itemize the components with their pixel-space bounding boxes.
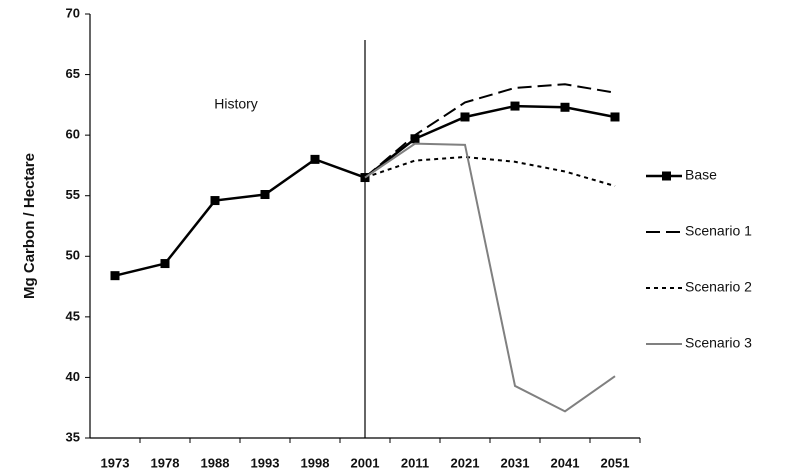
x-tick-label: 1973	[101, 455, 130, 470]
x-tick-label: 2031	[501, 455, 530, 470]
series-line	[364, 155, 616, 187]
legend-label: Base	[685, 167, 717, 183]
x-tick-label: 2011	[401, 455, 429, 470]
point-marker	[460, 112, 470, 122]
legend-marker	[662, 171, 671, 181]
x-tick-label: 2041	[551, 455, 580, 470]
y-axis-label: Mg Carbon / Hectare	[21, 153, 38, 299]
annotation: History	[214, 96, 258, 112]
y-tick-label: 70	[66, 5, 80, 20]
x-tick-label: 2021	[451, 455, 480, 470]
y-tick-label: 40	[66, 369, 80, 384]
x-tick-label: 2051	[601, 455, 630, 470]
y-tick-label: 65	[66, 66, 80, 81]
series-line	[364, 142, 616, 413]
point-marker	[260, 190, 270, 200]
legend-label: Scenario 3	[685, 335, 752, 351]
y-tick-label: 55	[66, 187, 80, 202]
legend-label: Scenario 2	[685, 279, 752, 295]
y-tick-label: 35	[66, 429, 80, 444]
x-tick-label: 1998	[301, 455, 330, 470]
point-marker	[410, 134, 420, 144]
point-marker	[160, 259, 170, 269]
series-line	[364, 83, 616, 179]
y-tick-label: 60	[66, 127, 80, 142]
x-tick-label: 1978	[151, 455, 180, 470]
x-tick-label: 1993	[251, 455, 280, 470]
point-marker	[310, 154, 320, 164]
x-tick-label: 2001	[351, 455, 380, 470]
x-tick-label: 1988	[201, 455, 230, 470]
point-marker	[360, 173, 370, 183]
y-tick-label: 45	[66, 308, 80, 323]
point-marker	[560, 102, 570, 112]
point-marker	[110, 271, 120, 281]
point-marker	[510, 101, 520, 111]
point-marker	[210, 196, 220, 206]
point-marker	[610, 112, 620, 122]
legend-label: Scenario 1	[685, 223, 752, 239]
y-tick-label: 50	[66, 248, 80, 263]
